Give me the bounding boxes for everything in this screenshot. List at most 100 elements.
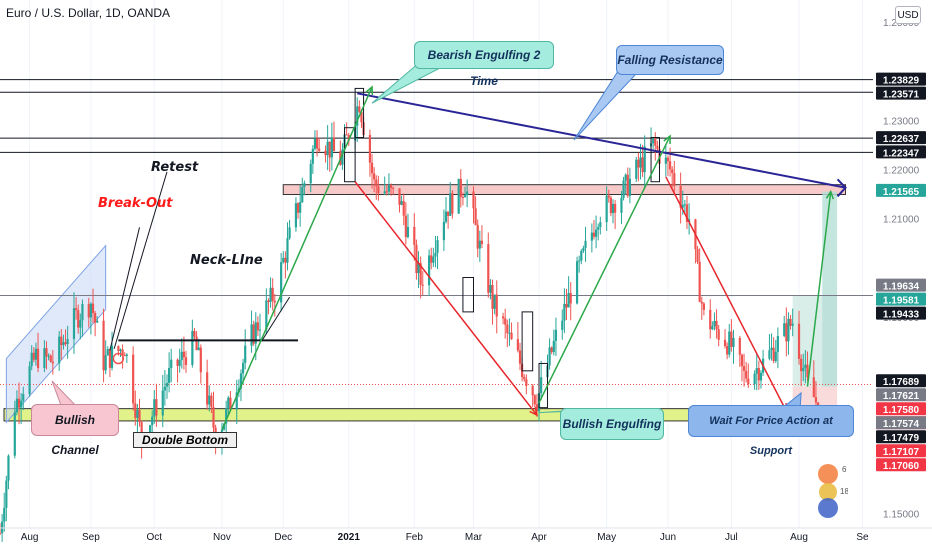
chart-zones — [3, 184, 847, 424]
candle-body — [789, 318, 792, 326]
candle-body — [430, 255, 433, 263]
y-tick-label: 1.23000 — [883, 116, 920, 127]
target-box-long — [822, 191, 838, 387]
candle-body — [271, 287, 274, 301]
candle-body — [814, 397, 818, 403]
candle-body — [267, 300, 270, 302]
candle-body — [508, 332, 511, 334]
candle-body — [168, 367, 171, 383]
falling-resistance-arrowhead — [836, 178, 847, 198]
down-arrow-2 — [665, 176, 788, 412]
candle-body — [561, 320, 564, 330]
candle-body — [235, 392, 238, 410]
candle-body — [504, 318, 507, 325]
candle-body — [683, 204, 686, 206]
candle-body — [182, 351, 186, 358]
engulfing-box-3 — [650, 137, 661, 183]
up-arrow-1-head — [365, 85, 374, 95]
price-badge: 1.19581 — [876, 292, 926, 307]
candle-body — [3, 507, 6, 522]
candle-body — [753, 373, 756, 385]
candle-body — [252, 324, 255, 344]
candle-body — [210, 395, 213, 408]
candle-body — [531, 385, 534, 396]
candle-body — [567, 293, 570, 308]
up-arrow-3 — [806, 191, 832, 387]
candle-body — [639, 157, 642, 168]
candle-body — [155, 399, 158, 416]
candle-body — [666, 157, 670, 162]
candle-body — [180, 351, 183, 360]
candle-body — [715, 320, 718, 330]
candle-body — [286, 238, 289, 263]
down-arrow-1 — [354, 181, 538, 416]
price-axis: 1.250001.230001.220001.210001.190001.150… — [876, 18, 926, 520]
candle-body — [244, 345, 247, 363]
candle-body — [491, 284, 494, 309]
candle-body — [77, 310, 80, 328]
candle-body — [324, 150, 327, 156]
candle-body — [265, 300, 268, 330]
candle-body — [506, 324, 509, 334]
candle-body — [311, 148, 314, 164]
double-bottom-label: Double Bottom — [133, 432, 237, 448]
engulfing-box-1 — [344, 127, 356, 183]
candle-body — [193, 330, 196, 337]
candle-body — [493, 294, 496, 309]
candle-body — [457, 178, 460, 214]
candle-body — [768, 350, 771, 359]
candle-body — [785, 323, 788, 342]
candle-body — [554, 329, 558, 341]
candle-body — [303, 183, 306, 187]
candle-body — [296, 203, 300, 213]
candle-body — [385, 191, 388, 193]
candle-body — [628, 178, 632, 196]
candle-body — [330, 137, 333, 158]
candle-body — [563, 303, 566, 321]
candle-body — [495, 294, 498, 317]
candle-body — [208, 395, 211, 405]
candle-body — [709, 309, 712, 330]
candle-body — [516, 339, 519, 351]
candle-body — [742, 366, 746, 371]
candle-body — [740, 354, 744, 367]
price-badge-label: 1.22347 — [883, 148, 920, 159]
currency-button[interactable]: USD — [895, 6, 921, 24]
price-badge: 1.17060 — [876, 458, 926, 472]
break-out-circle — [112, 352, 125, 365]
candle-body — [299, 202, 302, 213]
candle-body — [728, 331, 731, 355]
candle-body — [594, 229, 598, 237]
candle-body — [476, 225, 479, 249]
candle-body — [463, 195, 467, 198]
candle-body — [20, 400, 23, 408]
price-badge-bg — [876, 145, 926, 159]
candle-body — [0, 532, 2, 534]
candle-body — [225, 408, 228, 424]
price-badge: 1.23829 — [876, 72, 926, 87]
candle-body — [444, 211, 448, 222]
candle-body — [294, 203, 298, 228]
candle-body — [582, 248, 585, 251]
candle-body — [387, 185, 391, 192]
candle-body — [415, 244, 418, 274]
candle-body — [700, 301, 703, 304]
price-badge-bg — [876, 72, 926, 86]
up-arrow-3-head — [825, 189, 835, 200]
candle-body — [635, 159, 638, 179]
candle-body — [738, 337, 741, 355]
candle-body — [315, 138, 319, 149]
candle-body — [176, 359, 179, 366]
candle-body — [732, 337, 735, 347]
candle-body — [489, 284, 492, 293]
x-tick-label: Dec — [274, 532, 292, 543]
price-badge-bg — [876, 131, 926, 145]
candle-body — [106, 349, 109, 356]
candle-body — [759, 372, 763, 381]
candle-body — [726, 346, 729, 355]
candle-body — [332, 137, 336, 152]
candle-body — [656, 145, 659, 150]
candle-body — [518, 350, 522, 364]
candle-body — [772, 347, 775, 361]
